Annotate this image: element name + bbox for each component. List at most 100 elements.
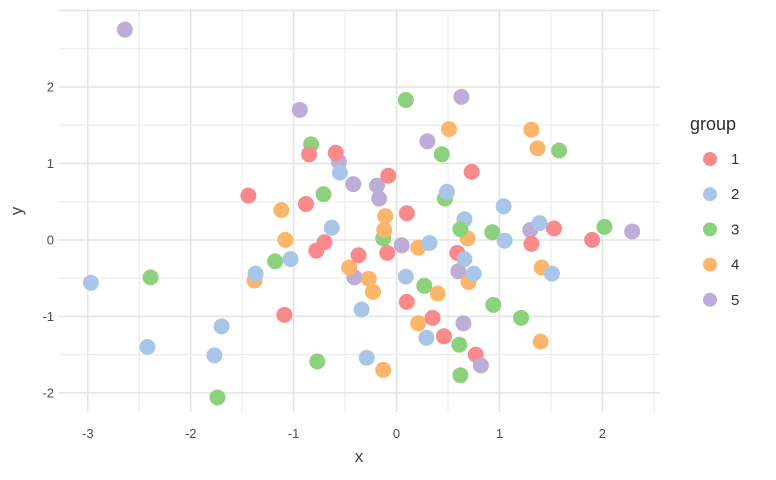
data-point-group-2 [247, 265, 264, 282]
legend-item-4[interactable]: 4 [703, 257, 739, 274]
legend-item-label: 3 [731, 221, 739, 238]
y-axis-tick-labels: -2 -1 0 1 2 [42, 80, 54, 401]
data-point-group-5 [419, 133, 436, 150]
data-point-group-3 [451, 336, 468, 353]
data-point-group-4 [360, 270, 377, 287]
data-point-group-5 [345, 176, 362, 193]
data-point-group-1 [398, 205, 415, 222]
data-point-group-4 [410, 315, 427, 332]
legend-swatch-icon [703, 257, 717, 272]
x-tick-label: -3 [82, 426, 94, 441]
legend-item-label: 5 [731, 292, 739, 309]
data-point-group-2 [439, 183, 455, 200]
x-tick-label: -1 [288, 426, 300, 441]
data-point-group-3 [416, 277, 433, 294]
data-point-group-3 [209, 389, 226, 406]
data-point-group-4 [529, 140, 546, 157]
data-point-group-1 [546, 220, 562, 237]
legend-item-5[interactable]: 5 [703, 292, 739, 309]
legend-swatch-icon [703, 187, 717, 202]
x-tick-label: 2 [599, 426, 606, 441]
data-point-group-2 [331, 164, 348, 181]
data-point-group-2 [282, 251, 299, 268]
data-point-group-3 [452, 221, 469, 238]
y-tick-label: 2 [47, 80, 54, 95]
data-point-group-3 [267, 253, 284, 270]
data-point-group-1 [435, 328, 452, 345]
data-point-group-2 [82, 274, 99, 291]
data-point-group-4 [376, 222, 393, 238]
legend-item-label: 4 [731, 257, 739, 274]
data-point-group-4 [377, 208, 394, 225]
x-tick-label: -2 [185, 426, 197, 441]
x-axis-title: x [355, 447, 364, 466]
legend-swatch-icon [703, 152, 717, 166]
data-point-group-5 [453, 88, 470, 105]
data-point-group-4 [523, 121, 540, 138]
data-point-group-2 [139, 339, 156, 355]
legend-item-3[interactable]: 3 [703, 221, 739, 238]
data-point-group-1 [424, 309, 441, 326]
data-point-group-2 [418, 329, 435, 346]
data-point-group-1 [523, 235, 540, 252]
legend-item-2[interactable]: 2 [703, 186, 739, 203]
data-point-group-2 [358, 349, 375, 366]
data-point-group-2 [421, 235, 438, 251]
data-point-group-4 [364, 283, 381, 300]
data-point-group-4 [441, 121, 457, 138]
y-axis-title: y [7, 206, 26, 215]
data-point-group-5 [472, 357, 489, 374]
data-point-group-5 [450, 263, 467, 280]
y-tick-label: -2 [42, 385, 54, 400]
data-point-group-1 [463, 163, 480, 180]
legend-items: 1 2 3 4 5 [703, 151, 739, 309]
data-point-group-4 [532, 333, 549, 350]
data-point-group-1 [327, 144, 344, 161]
data-point-group-1 [398, 293, 415, 310]
data-point-group-3 [484, 224, 501, 241]
legend-swatch-icon [703, 292, 717, 307]
data-point-group-5 [369, 177, 385, 194]
legend-item-label: 1 [731, 151, 739, 168]
data-point-group-4 [375, 361, 392, 378]
data-point-group-3 [513, 309, 530, 326]
legend-swatch-icon [703, 222, 717, 237]
data-point-group-3 [142, 269, 159, 286]
data-point-group-1 [301, 146, 318, 163]
x-axis-tick-labels: -3 -2 -1 0 1 2 [82, 426, 606, 441]
data-point-group-3 [596, 218, 613, 235]
data-point-group-1 [276, 306, 293, 323]
data-point-group-2 [397, 268, 414, 285]
data-point-group-2 [456, 251, 473, 268]
data-point-group-2 [495, 198, 512, 215]
data-point-group-3 [315, 186, 332, 203]
data-point-group-2 [206, 347, 223, 364]
data-point-group-2 [543, 265, 560, 282]
data-point-group-4 [429, 285, 446, 302]
y-tick-label: 0 [47, 232, 54, 247]
x-tick-label: 0 [393, 426, 400, 441]
data-point-group-3 [485, 296, 502, 313]
data-point-group-2 [465, 265, 482, 282]
legend-item-1[interactable]: 1 [703, 151, 739, 168]
data-point-group-5 [455, 315, 472, 332]
data-point-group-4 [273, 202, 290, 219]
legend-item-label: 2 [731, 186, 739, 203]
data-point-group-4 [277, 231, 294, 248]
legend: group 1 2 3 4 5 [690, 114, 739, 309]
data-point-group-3 [309, 353, 326, 370]
data-point-group-1 [380, 167, 397, 184]
data-point-group-3 [397, 92, 414, 108]
data-point-group-2 [323, 219, 340, 236]
data-point-group-1 [350, 247, 367, 264]
legend-title: group [690, 114, 736, 134]
y-tick-label: -1 [42, 309, 54, 324]
data-point-group-2 [496, 232, 513, 249]
data-point-group-3 [452, 367, 469, 384]
points-layer [82, 21, 641, 406]
x-tick-label: 1 [496, 426, 503, 441]
data-point-group-5 [393, 237, 410, 254]
data-point-group-1 [298, 196, 314, 212]
